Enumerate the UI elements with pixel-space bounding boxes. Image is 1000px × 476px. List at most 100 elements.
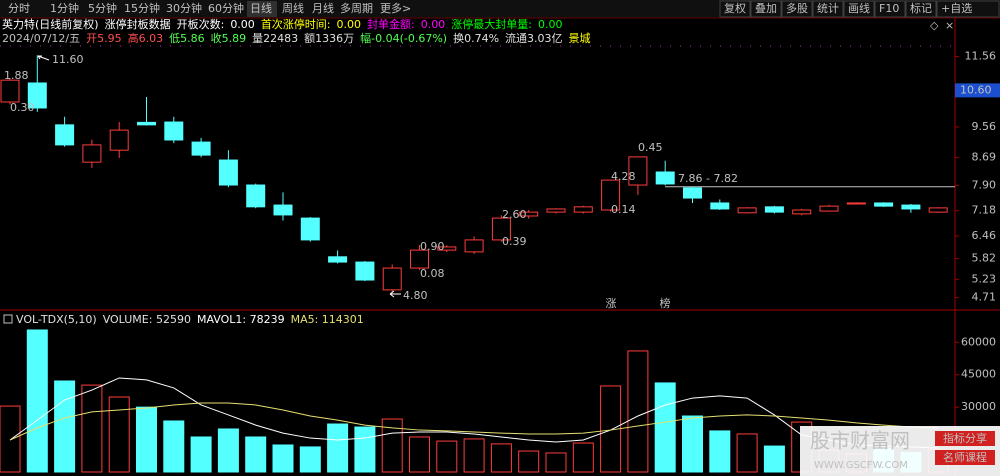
info-row-item: 0.00 (337, 18, 362, 31)
candle-body (573, 206, 593, 213)
candle-body (55, 124, 75, 146)
quote-row-item: 低5.86 (169, 32, 205, 45)
volume-bar (463, 438, 485, 473)
volume-bar (190, 436, 212, 473)
tab[interactable]: 周线 (282, 1, 304, 15)
watermark-url: WWW.GSCFW.COM (814, 460, 908, 471)
quote-row-item: 景城 (569, 32, 591, 45)
tab[interactable]: 分时 (8, 2, 30, 15)
indicator-title: VOL-TDX(5,10) (16, 313, 97, 326)
button[interactable]: 多股 (786, 1, 808, 15)
annotation: 榜 (660, 296, 671, 310)
button[interactable]: F10 (879, 2, 899, 15)
candle-body (819, 205, 839, 212)
panel-icon[interactable] (3, 314, 13, 324)
info-row-item: 0.00 (538, 18, 563, 31)
tab[interactable]: 多周期 (340, 1, 373, 15)
candle-body (300, 217, 320, 241)
tab[interactable]: 更多> (380, 1, 411, 15)
candle-body (519, 211, 539, 217)
tab[interactable]: 60分钟 (208, 1, 244, 15)
candle-body (901, 204, 921, 210)
info-row-item: 0.00 (421, 18, 446, 31)
candle-body (382, 267, 402, 291)
annotation: 涨 (606, 297, 617, 310)
tab[interactable]: 1分钟 (50, 1, 79, 15)
watermark-tag: 名师课程 (943, 450, 987, 464)
volume-bar (299, 446, 321, 473)
y-tick-label: 60000 (961, 335, 996, 348)
annotation: 1.88 (4, 69, 29, 82)
candle-body (355, 261, 375, 281)
info-row: 英力特(日线前复权) 涨停封板数据 开板次数: 0.00 首次涨停时间: 0.00 封单金额… (2, 17, 562, 31)
button[interactable]: 标记 (910, 1, 932, 15)
candle-body (764, 206, 784, 213)
tab[interactable]: 5分钟 (88, 1, 117, 15)
candle-body (137, 121, 156, 126)
quote-row-item: 收5.89 (211, 31, 247, 45)
info-row-item: 首次涨停时间: (261, 17, 331, 31)
quote-row-item: 2024/07/12/五 (2, 32, 80, 45)
button[interactable]: 画线 (848, 1, 870, 15)
annotation: 0.30 (10, 101, 35, 114)
volume-bar (81, 384, 103, 473)
close-icon[interactable]: × (945, 19, 954, 32)
annotation: 0.39 (502, 235, 527, 248)
annotation-arrow (37, 55, 50, 61)
tab[interactable]: 30分钟 (166, 1, 202, 15)
annotation: 4.80 (403, 289, 428, 302)
volume-bar (163, 420, 185, 473)
annotation-arrow (389, 290, 401, 298)
watermark-tag-bg (935, 450, 995, 465)
tab[interactable]: 日线 (250, 1, 272, 15)
quote-row-item: 高6.03 (128, 31, 164, 45)
button-frame (874, 0, 906, 18)
volume-bar (545, 452, 567, 473)
watermark-site: 股市财富网 (810, 429, 910, 453)
volume-bar (381, 418, 403, 473)
tab[interactable]: 15分钟 (124, 1, 160, 15)
annotation: 0.08 (420, 267, 445, 280)
info-row-item: 0.00 (230, 18, 255, 31)
candle-body (82, 144, 102, 163)
button[interactable]: 统计 (817, 2, 839, 15)
quote-row-item: 开5.95 (86, 32, 122, 45)
button-frame (781, 0, 813, 18)
candle-body (874, 202, 894, 207)
info-row-item: 涨停最大封单量: (451, 17, 532, 31)
volume-bar (108, 396, 130, 473)
volume-bar (654, 382, 676, 473)
volume-bar (436, 440, 458, 473)
candle-body (655, 171, 675, 185)
button-frame (936, 0, 1000, 18)
tab[interactable]: 月线 (312, 1, 334, 15)
annotation: 7.86 - 7.82 (678, 172, 738, 185)
candle-body (601, 179, 621, 211)
volume-bar (354, 426, 376, 473)
button-frame (843, 0, 875, 18)
quote-row-item: 额1336万 (304, 32, 354, 45)
volume-legend: VOL-TDX(5,10) VOLUME: 52590 MAVOL1: 78239 M… (16, 313, 364, 326)
volume-bar (272, 444, 294, 473)
annotation: 11.60 (52, 53, 84, 66)
volume-bar (763, 445, 785, 473)
candle-body (792, 209, 812, 215)
button-frame (812, 0, 844, 18)
button[interactable]: +自选 (941, 2, 972, 15)
y-tick-label: 7.90 (972, 178, 997, 191)
active-tab-bg (247, 1, 277, 17)
quote-row-item: 换0.74% (453, 31, 499, 45)
button[interactable]: 叠加 (755, 2, 777, 15)
volume-bar (490, 443, 512, 473)
quote-row-item: 量22483 (252, 32, 298, 45)
volume-bar (327, 423, 349, 473)
info-row-item: 封单金额: (367, 17, 415, 31)
candle-body (928, 207, 948, 213)
volume-bar (245, 436, 267, 473)
button[interactable]: 复权 (724, 1, 746, 15)
volume-bar (26, 329, 48, 473)
settings-icon[interactable]: ◇ (930, 19, 939, 32)
annotation: 0.45 (638, 141, 663, 154)
volume-bar (518, 450, 540, 473)
